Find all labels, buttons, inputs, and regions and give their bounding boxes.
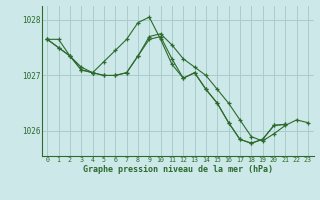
X-axis label: Graphe pression niveau de la mer (hPa): Graphe pression niveau de la mer (hPa) <box>83 165 273 174</box>
